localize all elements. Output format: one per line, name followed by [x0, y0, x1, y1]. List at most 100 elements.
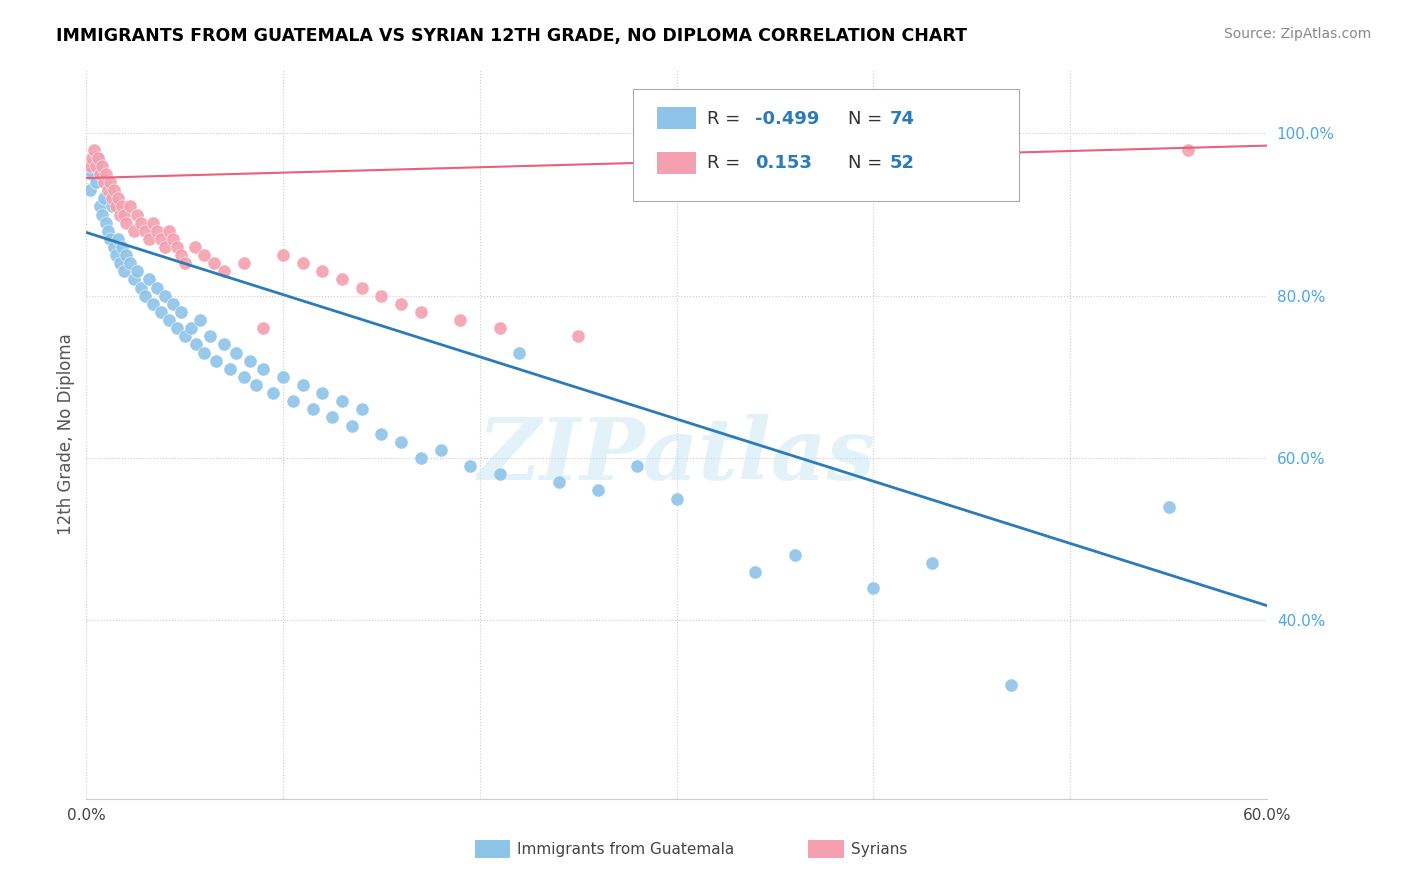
- Point: [98, 175, 121, 189]
- Point: [111, 199, 134, 213]
- Point: [744, 565, 766, 579]
- Point: [82, 151, 104, 165]
- Text: -0.499: -0.499: [755, 110, 820, 128]
- Point: [389, 297, 412, 311]
- Point: [118, 256, 141, 270]
- Point: [89, 167, 111, 181]
- Point: [311, 386, 333, 401]
- Point: [202, 256, 225, 270]
- Point: [488, 321, 510, 335]
- Point: [219, 361, 242, 376]
- Point: [626, 459, 648, 474]
- Point: [311, 264, 333, 278]
- Point: [93, 191, 115, 205]
- Point: [173, 256, 195, 270]
- Point: [508, 345, 530, 359]
- Point: [162, 297, 184, 311]
- Point: [87, 151, 110, 165]
- Point: [101, 199, 124, 213]
- Point: [91, 159, 114, 173]
- Text: 74: 74: [890, 110, 915, 128]
- Text: R =: R =: [707, 110, 747, 128]
- Point: [111, 240, 134, 254]
- Point: [262, 386, 284, 401]
- Point: [103, 183, 125, 197]
- Point: [91, 208, 114, 222]
- Text: 52: 52: [890, 154, 915, 172]
- Point: [271, 248, 294, 262]
- Point: [107, 191, 129, 205]
- Text: Source: ZipAtlas.com: Source: ZipAtlas.com: [1223, 27, 1371, 41]
- Point: [108, 208, 131, 222]
- Point: [232, 369, 254, 384]
- Point: [89, 199, 111, 213]
- Point: [183, 240, 205, 254]
- Point: [180, 321, 202, 335]
- Y-axis label: 12th Grade, No Diploma: 12th Grade, No Diploma: [58, 333, 75, 534]
- Point: [586, 483, 609, 498]
- Point: [205, 353, 228, 368]
- Point: [142, 297, 165, 311]
- Point: [350, 280, 373, 294]
- Point: [82, 167, 104, 181]
- Text: ZIPatlas: ZIPatlas: [478, 414, 876, 498]
- Point: [429, 442, 451, 457]
- Point: [252, 361, 274, 376]
- Point: [193, 248, 215, 262]
- Point: [122, 224, 145, 238]
- Point: [101, 191, 124, 205]
- Point: [104, 199, 127, 213]
- Point: [103, 240, 125, 254]
- Point: [150, 232, 173, 246]
- Point: [162, 232, 184, 246]
- Point: [291, 378, 314, 392]
- Point: [93, 175, 115, 189]
- Point: [153, 240, 176, 254]
- Point: [252, 321, 274, 335]
- Point: [409, 305, 432, 319]
- Point: [330, 394, 353, 409]
- Point: [150, 305, 173, 319]
- Point: [449, 313, 471, 327]
- Point: [1157, 500, 1180, 514]
- Point: [131, 280, 153, 294]
- Point: [212, 337, 235, 351]
- Point: [142, 216, 165, 230]
- Point: [458, 459, 481, 474]
- Point: [84, 159, 107, 173]
- Point: [87, 151, 110, 165]
- Point: [281, 394, 304, 409]
- Point: [83, 143, 105, 157]
- Point: [340, 418, 363, 433]
- Point: [665, 491, 688, 506]
- Text: N =: N =: [848, 154, 887, 172]
- Point: [200, 329, 222, 343]
- Point: [245, 378, 267, 392]
- Text: Immigrants from Guatemala: Immigrants from Guatemala: [517, 842, 735, 856]
- Point: [166, 240, 188, 254]
- Point: [350, 402, 373, 417]
- Point: [98, 232, 121, 246]
- Point: [118, 199, 141, 213]
- Point: [301, 402, 323, 417]
- Text: 0.153: 0.153: [755, 154, 811, 172]
- Point: [370, 289, 392, 303]
- Point: [112, 264, 135, 278]
- Point: [79, 183, 101, 197]
- Point: [783, 549, 806, 563]
- Point: [1177, 143, 1199, 157]
- Point: [239, 353, 262, 368]
- Point: [114, 248, 136, 262]
- Point: [409, 450, 432, 465]
- Point: [488, 467, 510, 482]
- Point: [166, 321, 188, 335]
- Point: [97, 224, 120, 238]
- Point: [370, 426, 392, 441]
- Point: [157, 224, 180, 238]
- Point: [321, 410, 343, 425]
- Point: [190, 313, 212, 327]
- Point: [94, 167, 117, 181]
- Text: N =: N =: [848, 110, 887, 128]
- Text: Syrians: Syrians: [851, 842, 907, 856]
- Point: [104, 248, 127, 262]
